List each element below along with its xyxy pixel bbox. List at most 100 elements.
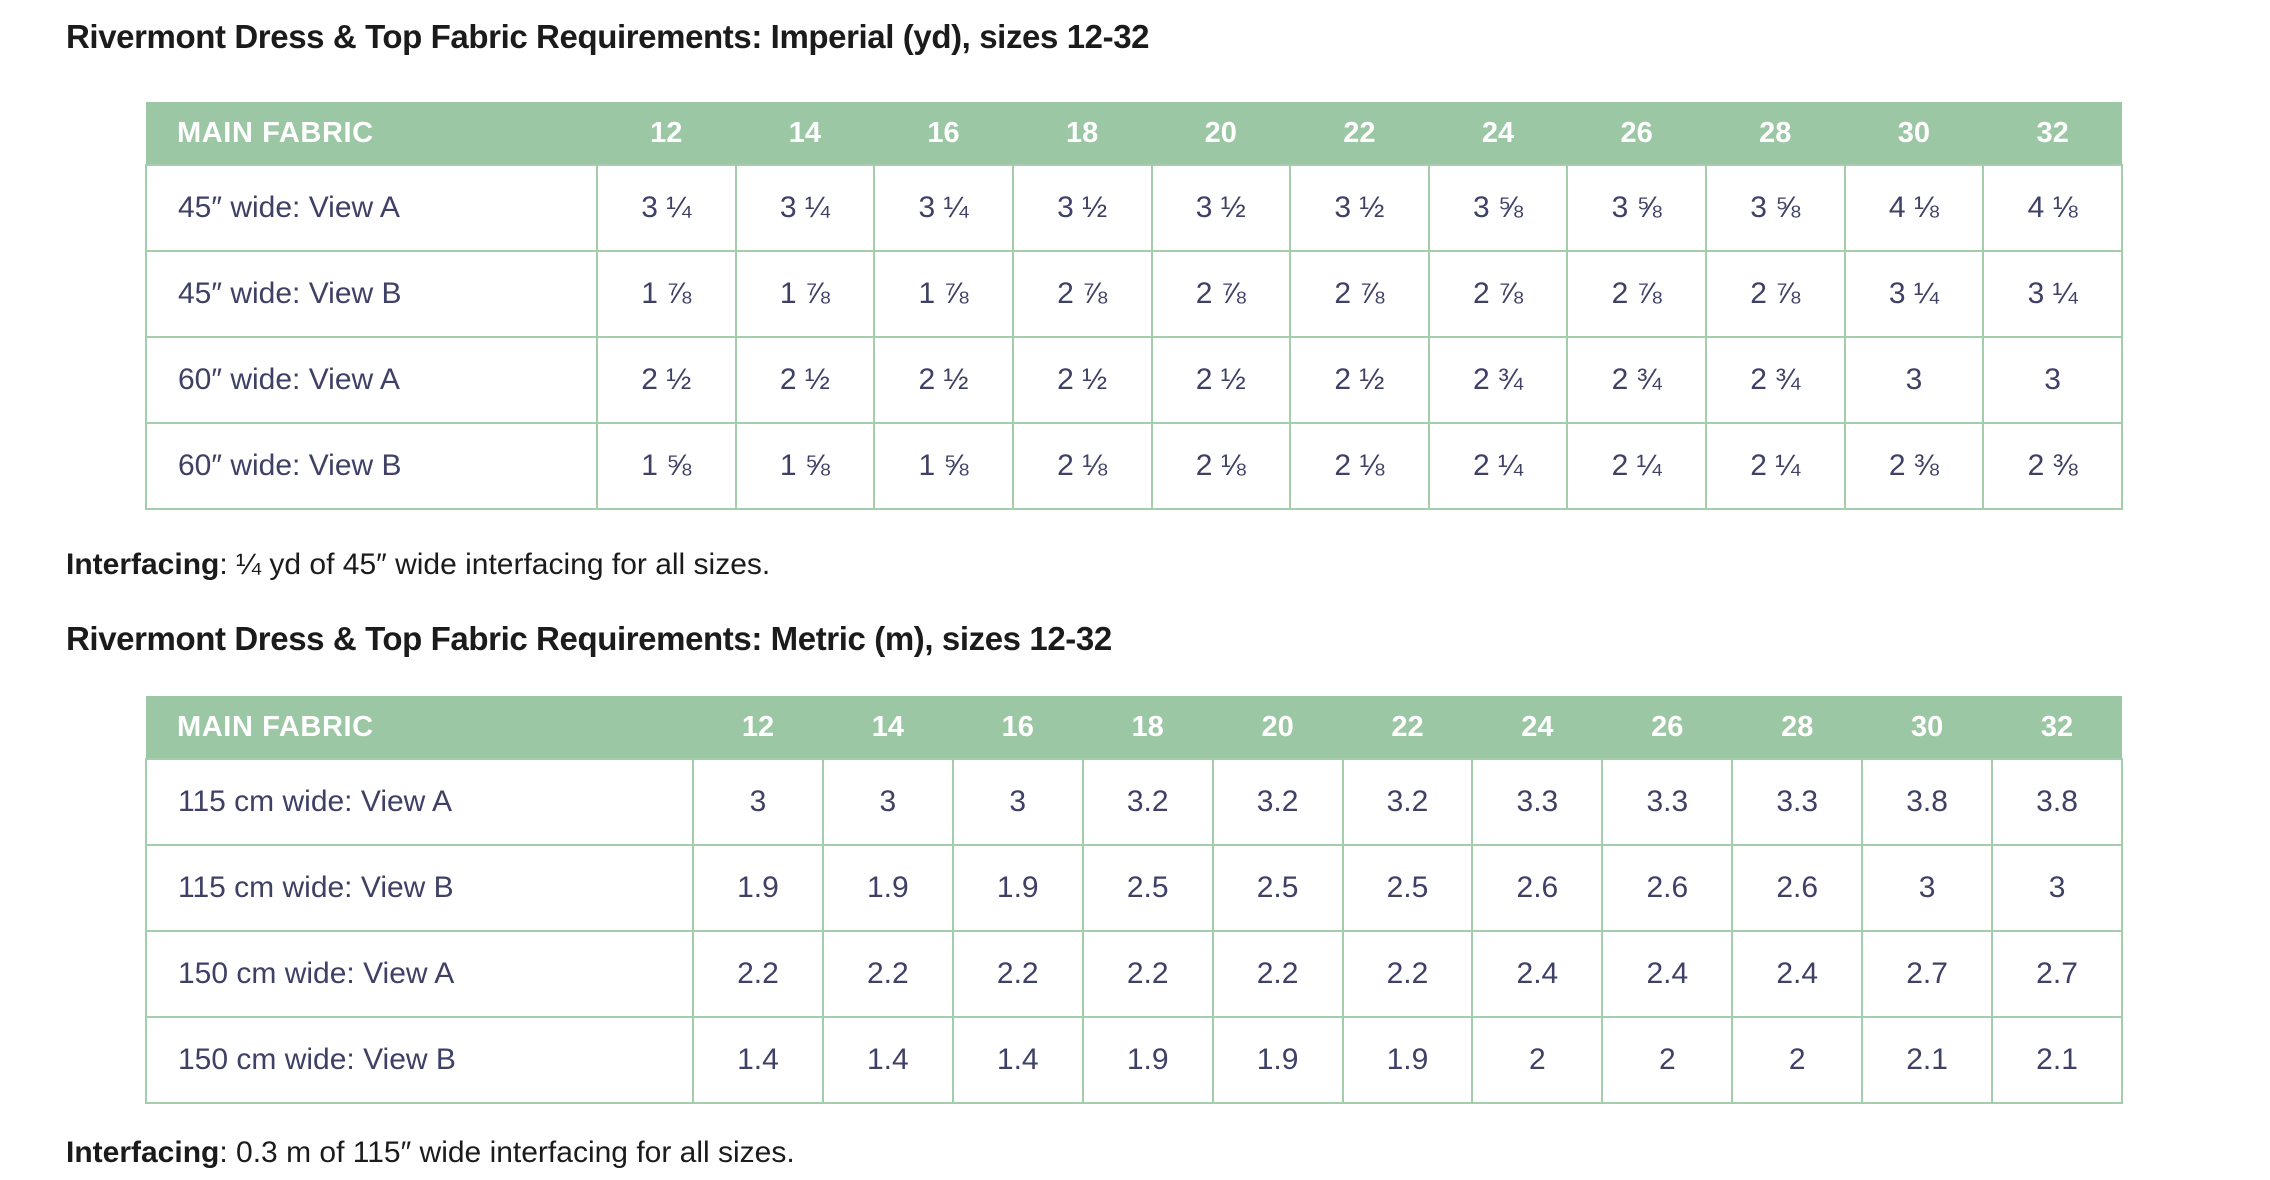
- value-cell: 1.4: [692, 1016, 824, 1104]
- value-cell: 3: [1861, 844, 1994, 932]
- row-label-cell: 60″ wide: View B: [145, 422, 598, 510]
- size-column-header: 18: [1082, 696, 1213, 759]
- value-cell: 2 ⅛: [1150, 422, 1292, 510]
- value-cell: 1 ⅝: [873, 422, 1014, 510]
- main-fabric-header-cell: MAIN FABRIC: [146, 102, 597, 165]
- value-cell: 4 ⅛: [1843, 164, 1985, 252]
- value-cell: 1 ⅞: [734, 250, 876, 338]
- value-cell: 1 ⅝: [596, 422, 737, 510]
- value-cell: 2.2: [692, 930, 824, 1018]
- value-cell: 2.2: [1341, 930, 1474, 1018]
- value-cell: 2: [1601, 1016, 1734, 1104]
- value-cell: 3 ¼: [1843, 250, 1985, 338]
- size-column-header: 24: [1472, 696, 1603, 759]
- size-column-header: 32: [1983, 102, 2122, 165]
- value-cell: 1.9: [1081, 1016, 1214, 1104]
- interfacing-label: Interfacing: [66, 1136, 220, 1169]
- value-cell: 3.3: [1471, 758, 1604, 846]
- value-cell: 3.2: [1211, 758, 1344, 846]
- value-cell: 2.2: [821, 930, 954, 1018]
- value-cell: 2.5: [1081, 844, 1214, 932]
- value-cell: 2.1: [1861, 1016, 1994, 1104]
- value-cell: 2.2: [1081, 930, 1214, 1018]
- size-column-header: 28: [1732, 696, 1863, 759]
- value-cell: 3 ½: [1011, 164, 1153, 252]
- value-cell: 1.9: [821, 844, 954, 932]
- value-cell: 2 ¾: [1566, 336, 1707, 424]
- value-cell: 2 ⅛: [1011, 422, 1153, 510]
- value-cell: 1 ⅝: [734, 422, 876, 510]
- value-cell: 3: [951, 758, 1084, 846]
- value-cell: 2.4: [1471, 930, 1604, 1018]
- value-cell: 2.2: [1211, 930, 1344, 1018]
- row-label-cell: 115 cm wide: View A: [145, 758, 694, 846]
- value-cell: 2 ⅜: [1843, 422, 1985, 510]
- imperial-table-header: MAIN FABRIC 12 14 16 18 20 22 24 26 28 30 32: [146, 102, 2122, 165]
- value-cell: 1.4: [821, 1016, 954, 1104]
- value-cell: 2.5: [1341, 844, 1474, 932]
- value-cell: 2 ¾: [1705, 336, 1846, 424]
- row-label-cell: 45″ wide: View A: [145, 164, 598, 252]
- size-column-header: 14: [822, 696, 953, 759]
- size-column-header: 16: [874, 102, 1013, 165]
- size-column-header: 30: [1844, 102, 1984, 165]
- size-column-header: 24: [1428, 102, 1568, 165]
- imperial-fabric-table: MAIN FABRIC 12 14 16 18 20 22 24 26 28 30 32 45″ wi…: [145, 102, 2123, 510]
- value-cell: 1.4: [951, 1016, 1084, 1104]
- interfacing-label: Interfacing: [66, 548, 220, 581]
- value-cell: 2.7: [1991, 930, 2123, 1018]
- size-column-header: 22: [1290, 102, 1429, 165]
- value-cell: 1.9: [1341, 1016, 1474, 1104]
- value-cell: 2 ½: [873, 336, 1014, 424]
- value-cell: 2: [1471, 1016, 1604, 1104]
- value-cell: 2.4: [1601, 930, 1734, 1018]
- interfacing-text: : ¼ yd of 45″ wide interfacing for all s…: [219, 548, 771, 581]
- header-row: MAIN FABRIC 12 14 16 18 20 22 24 26 28 30 32: [146, 102, 2122, 165]
- value-cell: 2 ⅞: [1566, 250, 1707, 338]
- value-cell: 2 ⅛: [1289, 422, 1430, 510]
- value-cell: 2 ⅞: [1150, 250, 1292, 338]
- value-cell: 3 ¼: [1982, 250, 2123, 338]
- value-cell: 2 ⅞: [1705, 250, 1846, 338]
- row-label-cell: 60″ wide: View A: [145, 336, 598, 424]
- value-cell: 2 ¾: [1427, 336, 1569, 424]
- value-cell: 3 ¼: [734, 164, 876, 252]
- size-column-header: 18: [1012, 102, 1152, 165]
- value-cell: 1.9: [692, 844, 824, 932]
- value-cell: 3.2: [1081, 758, 1214, 846]
- size-column-header: 14: [735, 102, 875, 165]
- value-cell: 3.8: [1991, 758, 2123, 846]
- value-cell: 3.2: [1341, 758, 1474, 846]
- size-column-header: 20: [1151, 102, 1291, 165]
- value-cell: 2.1: [1991, 1016, 2123, 1104]
- value-cell: 2.5: [1211, 844, 1344, 932]
- value-cell: 3 ⅝: [1566, 164, 1707, 252]
- imperial-interfacing-note: Interfacing: ¼ yd of 45″ wide interfacin…: [66, 546, 2270, 584]
- value-cell: 2.2: [951, 930, 1084, 1018]
- value-cell: 3.3: [1731, 758, 1864, 846]
- value-cell: 3 ⅝: [1705, 164, 1846, 252]
- value-cell: 2 ¼: [1566, 422, 1707, 510]
- value-cell: 3.8: [1861, 758, 1994, 846]
- value-cell: 3 ¼: [873, 164, 1014, 252]
- value-cell: 2 ½: [1289, 336, 1430, 424]
- table-row: 115 cm wide: View A 3 3 3 3.2 3.2 3.2 3.3 3.3 3.3…: [145, 758, 2123, 846]
- size-column-header: 22: [1342, 696, 1473, 759]
- interfacing-text: : 0.3 m of 115″ wide interfacing for all…: [219, 1136, 795, 1169]
- size-column-header: 12: [597, 102, 736, 165]
- size-column-header: 26: [1567, 102, 1706, 165]
- value-cell: 3 ½: [1289, 164, 1430, 252]
- value-cell: 2 ¼: [1705, 422, 1846, 510]
- value-cell: 2: [1731, 1016, 1864, 1104]
- value-cell: 3.3: [1601, 758, 1734, 846]
- metric-section-title: Rivermont Dress & Top Fabric Requirement…: [66, 620, 1112, 657]
- value-cell: 2 ⅜: [1982, 422, 2123, 510]
- size-column-header: 12: [693, 696, 823, 759]
- value-cell: 2 ⅞: [1427, 250, 1569, 338]
